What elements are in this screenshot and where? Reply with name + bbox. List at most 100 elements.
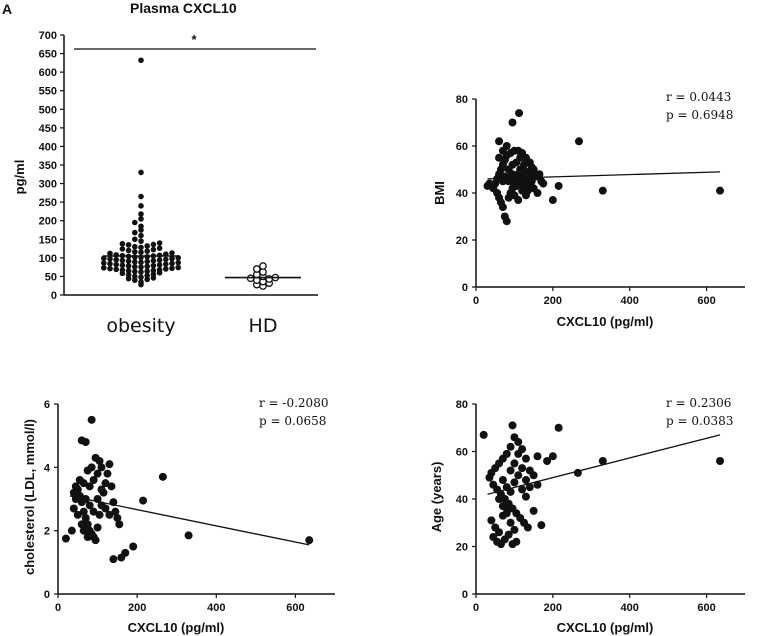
panel-c-point (109, 555, 118, 564)
panel-d-point (502, 483, 511, 492)
panel-d-point (506, 518, 515, 527)
panel-a-point-obesity (144, 243, 150, 249)
panel-d-point (529, 471, 538, 480)
panel-a-point-obesity (119, 240, 126, 247)
panel-a-point-obesity (156, 262, 163, 268)
panel-a-point-obesity (119, 262, 126, 269)
panel-c-point (75, 491, 84, 500)
panel-c-xtick-label: 200 (128, 602, 146, 614)
panel-c-point (81, 438, 90, 446)
panel-b-point (539, 179, 548, 188)
panel-c-point (83, 533, 92, 541)
panel-a-ytick-label: 600 (39, 67, 57, 79)
panel-a-point-obesity (138, 232, 144, 239)
panel-b-ytick-label: 40 (456, 188, 468, 200)
panel-d-point (502, 509, 511, 518)
panel-c-point (89, 507, 98, 516)
panel-d-point (523, 523, 532, 532)
panel-b-point (554, 181, 563, 190)
panel-c-point (105, 460, 114, 469)
panel-d-ytick-label: 0 (462, 589, 468, 601)
panel-a-point-obesity (138, 244, 144, 251)
panel-a-point-obesity (150, 258, 157, 264)
panel-b-point (483, 181, 492, 190)
panel-c-point (81, 514, 90, 522)
panel-a-point-obesity (125, 263, 132, 269)
panel-d-point (514, 471, 523, 480)
panel-a-point-obesity (169, 265, 175, 272)
panel-a-point-obesity (150, 262, 157, 269)
panel-c-point (69, 504, 78, 513)
panel-a-point-obesity (132, 236, 138, 243)
panel-b-point (516, 153, 525, 162)
panel-b-point (515, 109, 524, 118)
category-hd: HD (249, 315, 278, 337)
panel-c-ytick-label: 4 (44, 462, 51, 474)
panel-d-point (573, 468, 582, 477)
panel-d-point (529, 506, 538, 515)
panel-d-point (533, 452, 542, 461)
panel-c-xtick-label: 400 (207, 602, 225, 614)
panel-d-point (512, 537, 521, 546)
panel-d-point (504, 530, 513, 539)
panel-a-point-obesity (138, 249, 144, 256)
panel-d-point (510, 478, 519, 487)
panel-b-point (531, 172, 540, 181)
panel-b-point (502, 142, 511, 150)
panel-d-point (508, 421, 517, 430)
panel-a-point-obesity (107, 250, 113, 257)
panel-d-point (498, 476, 507, 484)
panel-a-point-obesity (132, 229, 138, 236)
panel-a-point-obesity (119, 257, 126, 264)
panel-b-point (716, 186, 725, 195)
panel-a-point-obesity (175, 259, 181, 266)
panel-b-point (574, 137, 583, 146)
panel-d-p-value: p = 0.0383 (666, 414, 733, 428)
panel-b-point (495, 153, 504, 162)
panel-a-point-obesity (138, 169, 144, 176)
panel-c-xtick-label: 0 (55, 602, 61, 614)
panel-c-point (105, 510, 114, 519)
panel-a-point-hd (259, 262, 267, 270)
panel-a-point-obesity (101, 260, 107, 266)
panel-d-point (537, 521, 546, 530)
panel-d-point (506, 466, 515, 475)
panel-a-point-obesity (138, 211, 144, 217)
panel-b-r-value: r = 0.0443 (666, 90, 731, 104)
panel-c-regression-line (69, 495, 310, 546)
panel-a-point-obesity (138, 269, 144, 275)
panel-a-ylabel: pg/ml (12, 160, 27, 195)
panel-d-ylabel: Age (years) (429, 462, 444, 533)
panel-b-point (502, 217, 511, 226)
panel-a-point-obesity (144, 248, 150, 254)
panel-c-point (77, 520, 86, 529)
panel-c-point (85, 501, 94, 510)
panel-c-point (111, 507, 120, 516)
panel-c-point (101, 479, 110, 488)
panel-c-point (73, 510, 82, 519)
panel-c-point (83, 520, 92, 529)
panel-c-point (97, 463, 106, 472)
panel-a-ytick-label: 250 (39, 197, 57, 209)
panel-c-point (97, 485, 106, 494)
panel-b-point (533, 189, 542, 197)
panel-a-point-obesity (156, 240, 163, 246)
panel-d-point (495, 495, 504, 503)
panel-a-point-obesity (138, 193, 144, 200)
panel-c-point (81, 495, 90, 503)
panel-a-ytick-label: 300 (39, 179, 57, 191)
panel-b-point (516, 179, 525, 188)
panel-b-xtick-label: 600 (697, 295, 715, 307)
panel-c-chart: r = -0.2080 p = 0.0658 CXCL10 (pg/ml) ch… (22, 396, 335, 635)
panel-a-ytick-label: 400 (39, 141, 57, 153)
panel-b-point (495, 137, 504, 146)
panel-c-point (115, 520, 124, 529)
panel-a-point-obesity (113, 256, 119, 263)
panel-d-xtick-label: 600 (697, 602, 715, 614)
panel-d-point (506, 442, 515, 451)
panel-a-ytick-label: 650 (39, 49, 57, 61)
panel-a-ytick-label: 200 (39, 216, 57, 228)
panel-d-point (554, 423, 563, 432)
panel-a-point-obesity (163, 256, 169, 263)
panel-a-point-obesity (163, 266, 169, 272)
